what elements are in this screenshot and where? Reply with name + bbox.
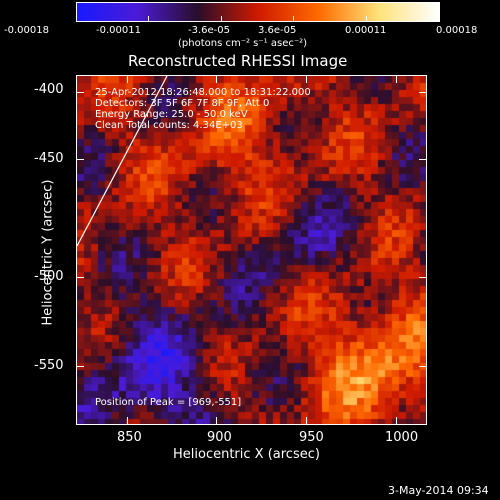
colorbar (76, 2, 440, 22)
y-tick-label-450: -450 (34, 151, 64, 166)
colorbar-units: (photons cm⁻² s⁻¹ asec⁻²) (178, 38, 308, 49)
colorbar-tick (76, 16, 77, 22)
axis-tick (419, 277, 427, 278)
colorbar-tick (365, 16, 367, 22)
x-tick-label-900: 900 (207, 430, 232, 445)
colorbar-tick (148, 16, 150, 22)
colorbar-gradient (77, 3, 439, 21)
axis-tick (76, 277, 84, 278)
axis-tick (306, 75, 307, 83)
axis-tick (216, 417, 217, 425)
colorbar-tick (293, 16, 295, 22)
axis-tick (419, 366, 427, 367)
annotation-peak: Position of Peak = [969,-551] (95, 397, 242, 408)
axis-tick (396, 75, 397, 83)
annotation-detectors: Detectors: 3F 5F 6F 7F 8F 9F, Att 0 (95, 98, 270, 109)
y-tick-label-550: -550 (34, 358, 64, 373)
colorbar-tick (438, 16, 439, 22)
axis-tick (127, 417, 128, 425)
colorbar-label-3: 3.6e-05 (258, 25, 297, 36)
axis-tick (396, 417, 397, 425)
colorbar-label-2: -3.6e-05 (188, 25, 230, 36)
colorbar-label-0: -0.00018 (4, 25, 49, 36)
y-tick-label-400: -400 (34, 82, 64, 97)
axis-tick (76, 159, 84, 160)
colorbar-label-4: 0.00011 (345, 25, 387, 36)
footer-date: 3-May-2014 09:34 (388, 484, 489, 497)
y-tick-label-500: -500 (34, 269, 64, 284)
x-tick-label-950: 950 (299, 430, 324, 445)
axis-tick (76, 92, 84, 93)
limb-line (77, 76, 168, 247)
x-tick-label-1000: 1000 (385, 430, 419, 445)
rhessi-image (77, 76, 426, 424)
colorbar-label-1: -0.00011 (96, 25, 141, 36)
annotation-energy-range: Energy Range: 25.0 - 50.0 keV (95, 109, 248, 120)
x-tick-label-850: 850 (117, 430, 142, 445)
axis-tick (216, 75, 217, 83)
axis-tick (76, 366, 84, 367)
plot-title: Reconstructed RHESSI Image (128, 52, 348, 70)
axis-tick (127, 75, 128, 83)
colorbar-tick (220, 16, 222, 22)
image-map: 25-Apr-2012 18:26:48.000 to 18:31:22.000… (76, 75, 427, 425)
annotation-clean: Clean Total counts: 4.34E+03 (95, 120, 243, 131)
annotation-time-range: 25-Apr-2012 18:26:48.000 to 18:31:22.000 (95, 87, 311, 98)
axis-tick (419, 92, 427, 93)
axis-tick (419, 159, 427, 160)
x-axis-label: Heliocentric X (arcsec) (173, 447, 320, 462)
y-axis-label: Heliocentric Y (arcsec) (40, 179, 56, 326)
axis-tick (306, 417, 307, 425)
colorbar-label-5: 0.00018 (436, 25, 478, 36)
